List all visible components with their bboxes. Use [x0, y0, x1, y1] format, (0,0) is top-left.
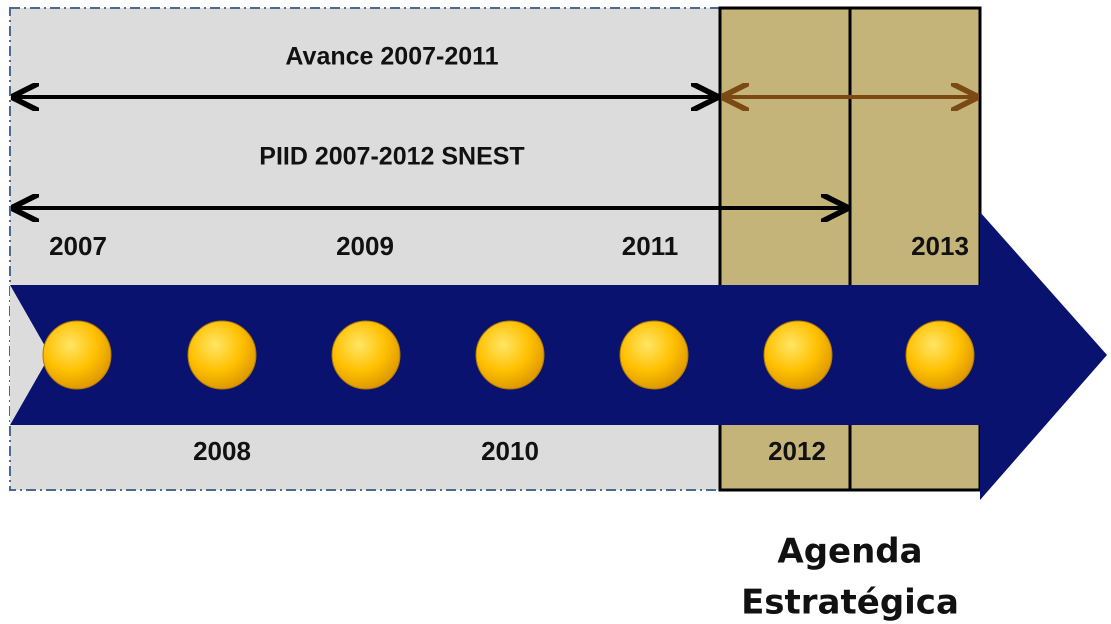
milestone	[42, 320, 112, 390]
milestone	[763, 320, 833, 390]
span-label: PIID 2007-2012 SNEST	[259, 143, 524, 171]
agenda-label: Agenda	[777, 532, 922, 572]
agenda-label: Estratégica	[741, 583, 959, 623]
span-label: Avance 2007-2011	[285, 43, 498, 71]
year-label: 2010	[481, 436, 539, 466]
milestone	[619, 320, 689, 390]
year-label: 2011	[622, 231, 678, 261]
year-label: 2009	[336, 231, 394, 261]
year-label: 2008	[193, 436, 251, 466]
year-label: 2013	[911, 231, 969, 261]
year-label: 2012	[768, 436, 826, 466]
arrow-notch	[10, 285, 50, 425]
milestone	[905, 320, 975, 390]
milestone	[475, 320, 545, 390]
milestone	[187, 320, 257, 390]
timeline-arrow	[10, 212, 1107, 500]
milestone	[331, 320, 401, 390]
year-label: 2007	[49, 231, 107, 261]
